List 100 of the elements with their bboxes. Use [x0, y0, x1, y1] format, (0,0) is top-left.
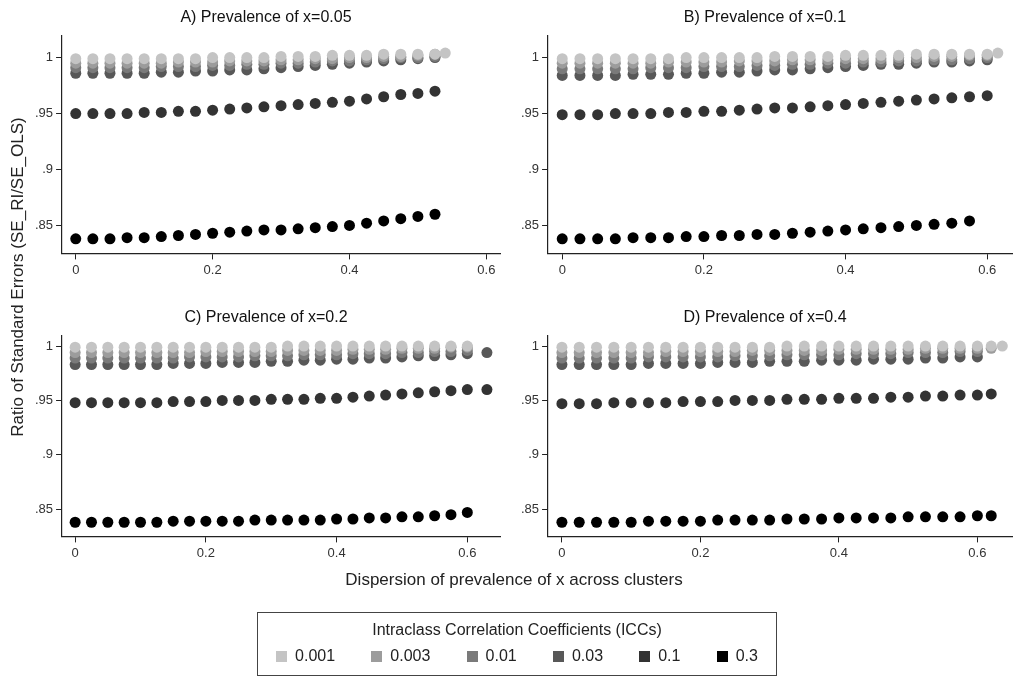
chart-title: A) Prevalence of x=0.05	[180, 8, 352, 26]
point	[461, 384, 473, 396]
point	[781, 513, 793, 525]
point	[87, 233, 99, 245]
point	[660, 341, 672, 353]
point	[893, 221, 905, 233]
point	[609, 233, 621, 245]
point	[954, 389, 966, 401]
point	[445, 385, 457, 397]
y-axis-title: Ratio of Standard Errors (SE_RI/SE_OLS)	[8, 116, 28, 439]
point	[233, 515, 245, 527]
point	[625, 516, 637, 528]
point	[946, 92, 958, 104]
point	[118, 341, 130, 353]
point	[241, 102, 253, 114]
point	[833, 392, 845, 404]
point	[135, 516, 147, 528]
point	[992, 47, 1004, 59]
point	[822, 225, 834, 237]
point	[833, 512, 845, 524]
point	[574, 233, 586, 245]
point	[910, 48, 922, 60]
point	[609, 53, 621, 65]
point	[309, 222, 321, 234]
point	[574, 109, 586, 121]
point	[928, 93, 940, 105]
point	[625, 341, 637, 353]
point	[207, 104, 219, 116]
point	[556, 398, 568, 410]
point	[573, 398, 585, 410]
point	[200, 341, 212, 353]
point	[184, 341, 196, 353]
point	[712, 341, 724, 353]
point	[733, 230, 745, 241]
point	[985, 388, 997, 400]
point	[282, 514, 294, 526]
point	[87, 53, 99, 65]
point	[875, 222, 887, 234]
point	[928, 218, 940, 230]
point	[331, 340, 343, 352]
legend-label: 0.1	[658, 647, 681, 664]
point	[698, 52, 710, 64]
point	[216, 515, 228, 527]
point	[716, 52, 728, 64]
point	[151, 397, 163, 409]
point	[642, 515, 654, 527]
point	[729, 394, 741, 406]
point	[70, 233, 82, 245]
y-tick-label: .95	[34, 105, 54, 121]
point	[716, 105, 728, 117]
y-tick-label: .95	[34, 392, 54, 408]
point	[816, 393, 828, 405]
point	[104, 108, 116, 120]
point	[680, 231, 692, 243]
point	[840, 224, 852, 236]
point	[396, 511, 408, 523]
point	[786, 227, 798, 239]
point	[184, 515, 196, 527]
point	[429, 208, 441, 220]
x-tick-label: 0.4	[829, 544, 848, 560]
legend-label: 0.03	[571, 647, 604, 664]
point	[786, 50, 798, 62]
point	[729, 514, 741, 526]
point	[292, 50, 304, 62]
point	[363, 390, 375, 402]
chart-title: C) Prevalence of x=0.2	[184, 308, 348, 326]
point	[781, 393, 793, 405]
point	[868, 392, 880, 404]
point	[662, 232, 674, 244]
point	[556, 516, 568, 528]
point	[592, 233, 604, 245]
point	[910, 219, 922, 231]
point	[680, 52, 692, 64]
point	[314, 514, 326, 526]
point	[85, 516, 97, 528]
point	[347, 391, 359, 403]
point	[677, 341, 689, 353]
point	[556, 109, 568, 121]
point	[798, 513, 810, 525]
point	[804, 226, 816, 238]
point	[378, 215, 390, 227]
point	[751, 103, 763, 115]
point	[363, 512, 375, 524]
point	[118, 516, 130, 528]
y-tick-label: 1	[531, 49, 540, 65]
point	[265, 393, 277, 405]
point	[840, 49, 852, 61]
point	[200, 515, 212, 527]
point	[857, 223, 869, 235]
point	[694, 515, 706, 527]
x-tick-label: 0.2	[196, 544, 215, 560]
point	[627, 232, 639, 244]
y-tick-label: .95	[520, 105, 540, 121]
y-tick-label: .9	[42, 446, 54, 462]
point	[919, 511, 931, 523]
point	[592, 53, 604, 65]
point	[893, 95, 905, 107]
legend-label: 0.001	[295, 647, 336, 664]
point	[138, 106, 150, 118]
point	[694, 341, 706, 353]
